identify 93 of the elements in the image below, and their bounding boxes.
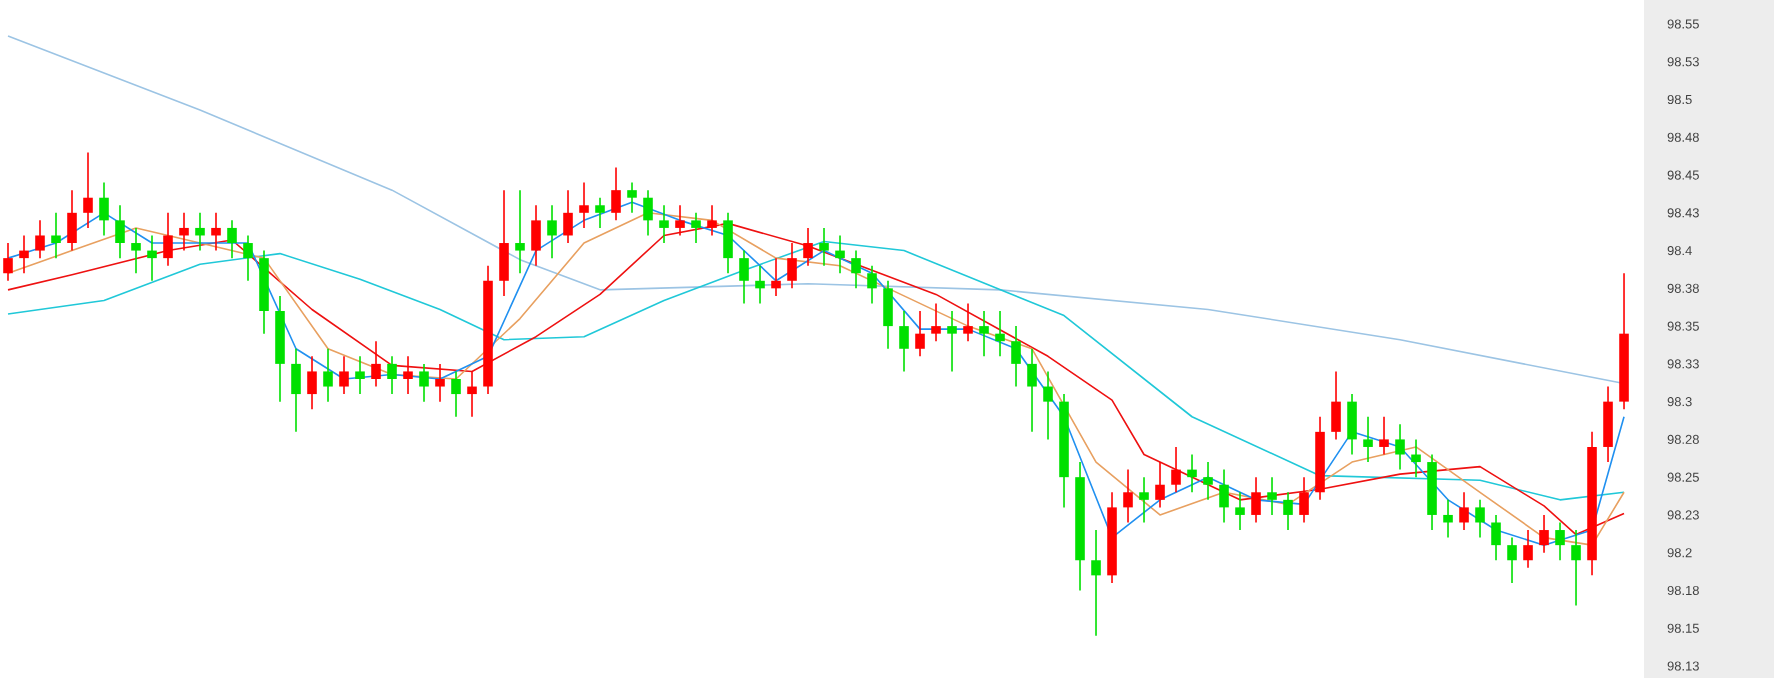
candlestick	[99, 181, 109, 237]
candlestick	[1219, 468, 1229, 524]
candlestick	[403, 355, 413, 395]
candlestick	[1395, 423, 1405, 471]
candlestick	[307, 355, 317, 410]
candlestick	[851, 249, 861, 290]
candlestick	[1171, 446, 1181, 494]
candlestick	[131, 227, 141, 275]
candlestick	[1603, 385, 1613, 463]
candlestick	[227, 219, 237, 259]
candlestick	[691, 212, 701, 244]
candlestick	[547, 204, 557, 259]
candlestick	[1411, 438, 1421, 478]
candlestick	[531, 204, 541, 267]
candlestick	[611, 166, 621, 222]
candlestick	[355, 355, 365, 395]
candlestick	[563, 189, 573, 244]
candlestick	[1267, 476, 1277, 516]
candlestick	[1523, 529, 1533, 569]
candlestick	[1459, 491, 1469, 531]
candlestick	[771, 257, 781, 297]
candlestick	[1091, 529, 1101, 637]
candlestick	[515, 189, 525, 275]
candlestick	[67, 189, 77, 252]
candlestick	[707, 204, 717, 237]
candlestick	[915, 310, 925, 358]
candlestick	[867, 264, 877, 305]
candlestick	[3, 242, 13, 282]
candlestick	[499, 189, 509, 297]
candlestick	[995, 310, 1005, 358]
candlestick	[163, 212, 173, 267]
candlestick	[1571, 529, 1581, 607]
candlestick	[1203, 461, 1213, 501]
candlestick	[1187, 453, 1197, 494]
candlestick	[387, 355, 397, 395]
candlestick	[1043, 370, 1053, 441]
candlestick	[675, 204, 685, 237]
candlestick	[659, 204, 669, 244]
candlestick	[739, 249, 749, 305]
candlestick	[1299, 476, 1309, 524]
candlestick	[899, 310, 909, 373]
candlestick	[1539, 514, 1549, 554]
line-series	[7, 240, 1625, 501]
candlestick	[115, 204, 125, 259]
candlestick	[947, 310, 957, 373]
candlestick	[579, 181, 589, 229]
candlestick	[83, 151, 93, 229]
candlestick	[467, 370, 477, 418]
candlestick	[1555, 521, 1565, 562]
candlestick	[1443, 499, 1453, 539]
candlestick	[643, 189, 653, 237]
candlestick	[803, 227, 813, 267]
candlestick	[1491, 514, 1501, 562]
candlestick	[19, 234, 29, 275]
candlestick	[963, 302, 973, 343]
candlestick	[339, 355, 349, 395]
candlestick	[1379, 415, 1389, 456]
candlestick	[323, 347, 333, 403]
candlestick	[1123, 468, 1133, 524]
candlestick	[627, 181, 637, 214]
candlestick	[1363, 415, 1373, 463]
candlestick	[1139, 476, 1149, 524]
candlestick	[195, 212, 205, 252]
candlestick	[1507, 536, 1517, 584]
candlestick	[819, 227, 829, 267]
candlestick	[35, 219, 45, 259]
candlestick	[435, 363, 445, 403]
candlestick	[1347, 393, 1357, 456]
candlestick	[451, 370, 461, 418]
candlestick	[723, 212, 733, 275]
candlestick	[1251, 476, 1261, 524]
candlestick	[1235, 491, 1245, 531]
candlestick	[211, 212, 221, 252]
candlestick	[931, 302, 941, 343]
candlestick	[979, 310, 989, 358]
candlestick	[835, 234, 845, 275]
candlestick	[371, 340, 381, 388]
candlestick	[1283, 491, 1293, 531]
candlestick	[1475, 499, 1485, 539]
candlestick	[1155, 461, 1165, 509]
candlestick	[179, 212, 189, 252]
candlestick	[147, 234, 157, 282]
candlestick	[1331, 370, 1341, 441]
candlestick	[1011, 325, 1021, 388]
candlestick	[51, 212, 61, 259]
candlestick	[595, 196, 605, 229]
candlestick	[291, 347, 301, 433]
candlestick	[755, 264, 765, 305]
candlestick	[419, 363, 429, 403]
candlestick	[787, 242, 797, 290]
candlestick	[243, 234, 253, 282]
candlestick	[1027, 347, 1037, 433]
candlestick	[883, 280, 893, 350]
